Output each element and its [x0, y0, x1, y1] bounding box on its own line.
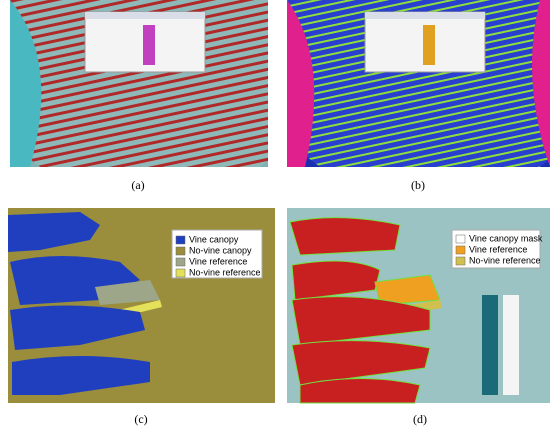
panel-b-image	[287, 0, 550, 167]
legend-swatch	[175, 235, 186, 245]
legend-text: No-vine reference	[469, 255, 541, 265]
legend-swatch	[455, 256, 466, 266]
legend-text: No-vine canopy	[189, 245, 252, 255]
panel-d-image	[287, 208, 550, 404]
legend-text: Vine reference	[469, 244, 527, 254]
legend-text: No-vine reference	[189, 267, 261, 277]
legend-swatch	[175, 257, 186, 267]
legend-text: Vine canopy	[189, 234, 239, 244]
panel-label: (a)	[131, 178, 144, 192]
legend-swatch	[455, 234, 466, 244]
legend-text: Vine canopy mask	[469, 233, 543, 243]
legend-swatch	[175, 246, 186, 256]
legend-swatch	[455, 245, 466, 255]
panel-label: (c)	[134, 412, 147, 426]
panel-c-image	[8, 208, 275, 403]
legend-swatch	[175, 268, 186, 278]
panel-label: (d)	[413, 412, 427, 426]
panel-a-image	[10, 0, 268, 167]
panel-label: (b)	[411, 178, 425, 192]
legend-text: Vine reference	[189, 256, 247, 266]
